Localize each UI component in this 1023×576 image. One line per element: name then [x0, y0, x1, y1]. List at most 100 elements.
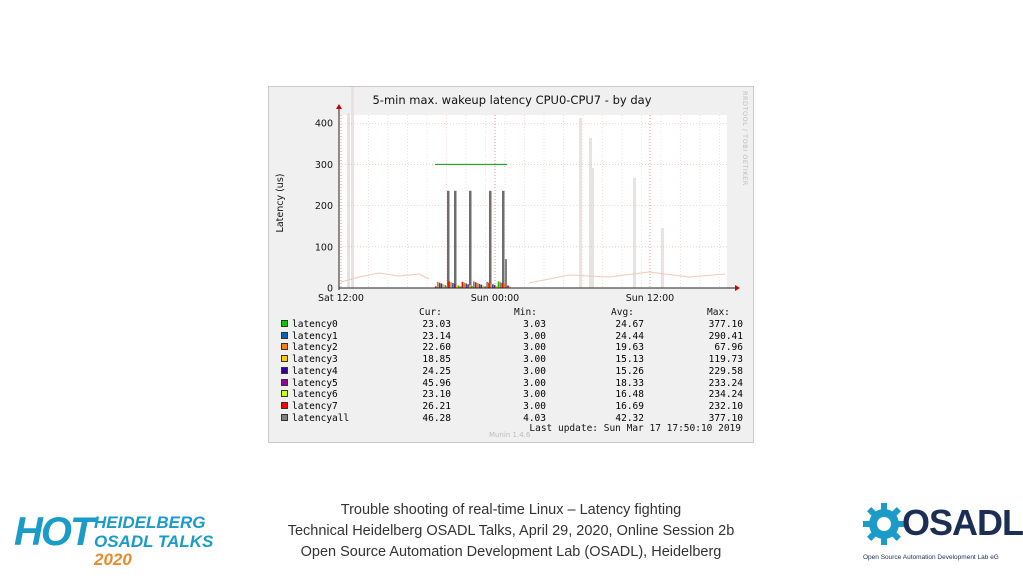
legend-row-latency1: latency1 23.14 3.00 24.44 290.41: [279, 331, 749, 343]
latency-noise-bar: [499, 282, 502, 288]
legend-min-value: 3.00: [523, 377, 546, 389]
y-tick-label: 400: [315, 119, 333, 130]
legend-header-cur: Cur:: [419, 307, 442, 318]
legend-cur-value: 18.85: [422, 354, 451, 366]
legend-swatch: [281, 355, 288, 363]
y-tick-label: 0: [327, 284, 333, 295]
legend-min-value: 3.00: [523, 354, 546, 366]
latencyall-spike: [454, 190, 457, 288]
latency-noise-bar: [452, 283, 454, 288]
legend-max-value: 290.41: [708, 330, 743, 342]
x-axis-arrow: [735, 285, 740, 291]
latency-noise-bar: [482, 285, 485, 288]
legend-avg-value: 16.69: [615, 400, 644, 412]
latency-noise-bar: [476, 283, 479, 288]
latency-noise-bar: [490, 283, 492, 288]
y-axis-label: Latency (us): [275, 174, 286, 233]
legend-series-name: latency3: [292, 354, 338, 366]
legend-avg-value: 24.67: [615, 319, 644, 330]
background-history-bar: [633, 178, 636, 288]
hot-logo-year: 2020: [94, 550, 132, 569]
legend-row-latency5: latency5 45.96 3.00 18.33 233.24: [279, 378, 749, 390]
legend-row-latency3: latency3 18.85 3.00 15.13 119.73: [279, 354, 749, 366]
plot-area: [339, 115, 727, 288]
latency-noise-bar: [436, 281, 439, 288]
legend-min-value: 3.00: [523, 342, 546, 354]
legend-series-name: latency2: [292, 342, 338, 354]
latency-noise-bar: [471, 285, 473, 288]
latencyall-spike: [469, 190, 472, 288]
legend-min-value: 3.03: [523, 319, 546, 330]
x-tick-label: Sun 12:00: [626, 293, 674, 304]
background-history-line: [340, 272, 430, 283]
legend-swatch: [281, 390, 288, 398]
legend-swatch: [281, 378, 288, 386]
latency-noise-bar: [454, 283, 456, 288]
latency-noise-bar: [495, 285, 498, 288]
legend-row-latency6: latency6 23.10 3.00 16.48 234.24: [279, 389, 749, 401]
munin-graph-panel: 5-min max. wakeup latency CPU0-CPU7 - by…: [268, 86, 754, 443]
legend-series-name: latency1: [292, 330, 338, 342]
y-tick-label: 300: [315, 160, 333, 171]
footer-line-2: Technical Heidelberg OSADL Talks, April …: [287, 523, 735, 539]
hot-logo-mark: HOT: [14, 510, 94, 554]
y-axis-arrow: [336, 104, 342, 109]
legend-series-name: latency5: [292, 377, 338, 389]
hot-logo-heidelberg: HEIDELBERG: [94, 513, 206, 532]
latency-noise-bar: [474, 282, 477, 288]
legend-cur-value: 22.60: [422, 342, 451, 354]
legend-avg-value: 19.63: [615, 342, 644, 354]
legend-cur-value: 23.14: [422, 330, 451, 342]
legend-cur-value: 23.03: [422, 319, 451, 330]
latency-noise-bar: [503, 283, 505, 288]
legend-max-value: 119.73: [708, 354, 743, 366]
latency-noise-bar: [497, 281, 500, 288]
legend-swatch: [281, 413, 288, 421]
latency-noise-bar: [509, 286, 511, 288]
legend-max-value: 67.96: [714, 342, 743, 354]
legend-min-value: 3.00: [523, 330, 546, 342]
background-history-bar: [589, 138, 592, 288]
latency-noise-bar: [457, 285, 460, 288]
latency-chart: 5-min max. wakeup latency CPU0-CPU7 - by…: [275, 87, 740, 304]
last-update-label: Last update: Sun Mar 17 17:50:10 2019: [529, 423, 741, 434]
legend-swatch: [281, 320, 288, 327]
hot-talks-logo: HOT HEIDELBERG OSADL TALKS 2020: [14, 510, 244, 569]
legend-max-value: 377.10: [708, 412, 743, 424]
legend-swatch: [281, 343, 288, 351]
background-history-bar: [579, 118, 582, 288]
legend-swatch: [281, 331, 288, 339]
background-history-bar: [661, 228, 664, 288]
legend-min-value: 3.00: [523, 365, 546, 377]
latency-noise-bar: [480, 284, 483, 288]
osadl-logo: OSADL Open Source Automation Development…: [858, 498, 1023, 568]
legend-max-value: 377.10: [708, 319, 743, 330]
background-history-bar: [347, 113, 350, 288]
legend-series-name: latencyall: [292, 412, 350, 424]
latency-noise-bar: [438, 282, 441, 288]
background-history-line: [528, 271, 726, 284]
rrdtool-watermark: RRDTOOL / TOBI OETIKER: [741, 91, 749, 186]
legend-max-value: 234.24: [708, 389, 743, 401]
legend-cur-value: 45.96: [422, 377, 451, 389]
latencyall-spike: [489, 190, 492, 288]
latency-noise-bar: [488, 282, 490, 288]
latency-noise-bar: [442, 284, 445, 288]
latency-noise-bar: [473, 281, 475, 288]
legend-swatch: [281, 366, 288, 374]
legend-min-value: 3.00: [523, 400, 546, 412]
footer-line-3: Open Source Automation Development Lab (…: [300, 544, 722, 560]
legend-cur-value: 26.21: [422, 400, 451, 412]
legend-row-latency4: latency4 24.25 3.00 15.26 229.58: [279, 366, 749, 378]
slide-footer: Trouble shooting of real-time Linux – La…: [256, 500, 766, 563]
legend-swatch: [281, 401, 288, 409]
latency-noise-bar: [507, 285, 509, 288]
legend-series-name: latency0: [292, 319, 338, 330]
y-tick-label: 100: [315, 242, 333, 253]
legend-avg-value: 15.26: [615, 365, 644, 377]
legend-avg-value: 18.33: [615, 377, 644, 389]
footer-line-1: Trouble shooting of real-time Linux – La…: [340, 502, 682, 518]
x-tick-label: Sat 12:00: [318, 293, 364, 304]
latency-noise-bar: [501, 283, 504, 288]
chart-title: 5-min max. wakeup latency CPU0-CPU7 - by…: [372, 93, 651, 107]
